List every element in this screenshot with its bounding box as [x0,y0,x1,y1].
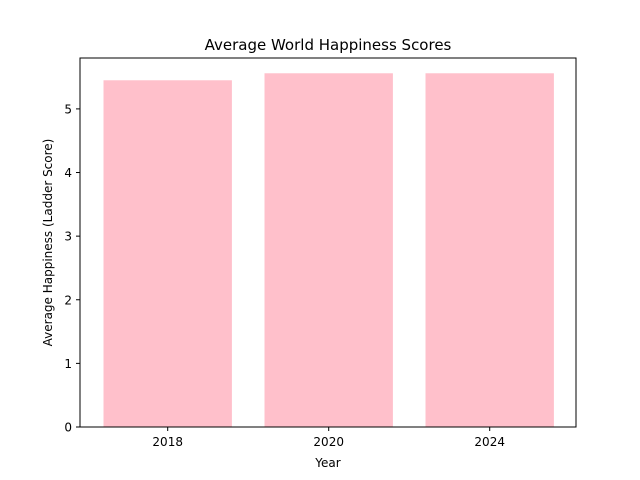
bar-2024 [425,73,554,427]
chart-title: Average World Happiness Scores [205,36,452,54]
y-tick-label: 3 [64,230,72,244]
x-tick-label: 2018 [152,435,183,449]
x-axis: 2018 2020 2024 [152,427,505,449]
y-axis: 0 1 2 3 4 5 [64,102,80,435]
x-axis-label: Year [314,456,340,470]
y-axis-label: Average Happiness (Ladder Score) [41,139,55,347]
y-tick-label: 0 [64,421,72,435]
y-tick-label: 1 [64,357,72,371]
y-tick-label: 4 [64,166,72,180]
y-tick-label: 5 [64,102,72,116]
bar-2020 [264,73,393,427]
y-tick-label: 2 [64,293,72,307]
bars-group [103,73,554,427]
bar-2018 [103,80,232,427]
x-tick-label: 2024 [474,435,505,449]
x-tick-label: 2020 [313,435,344,449]
plot-frame [79,57,577,428]
